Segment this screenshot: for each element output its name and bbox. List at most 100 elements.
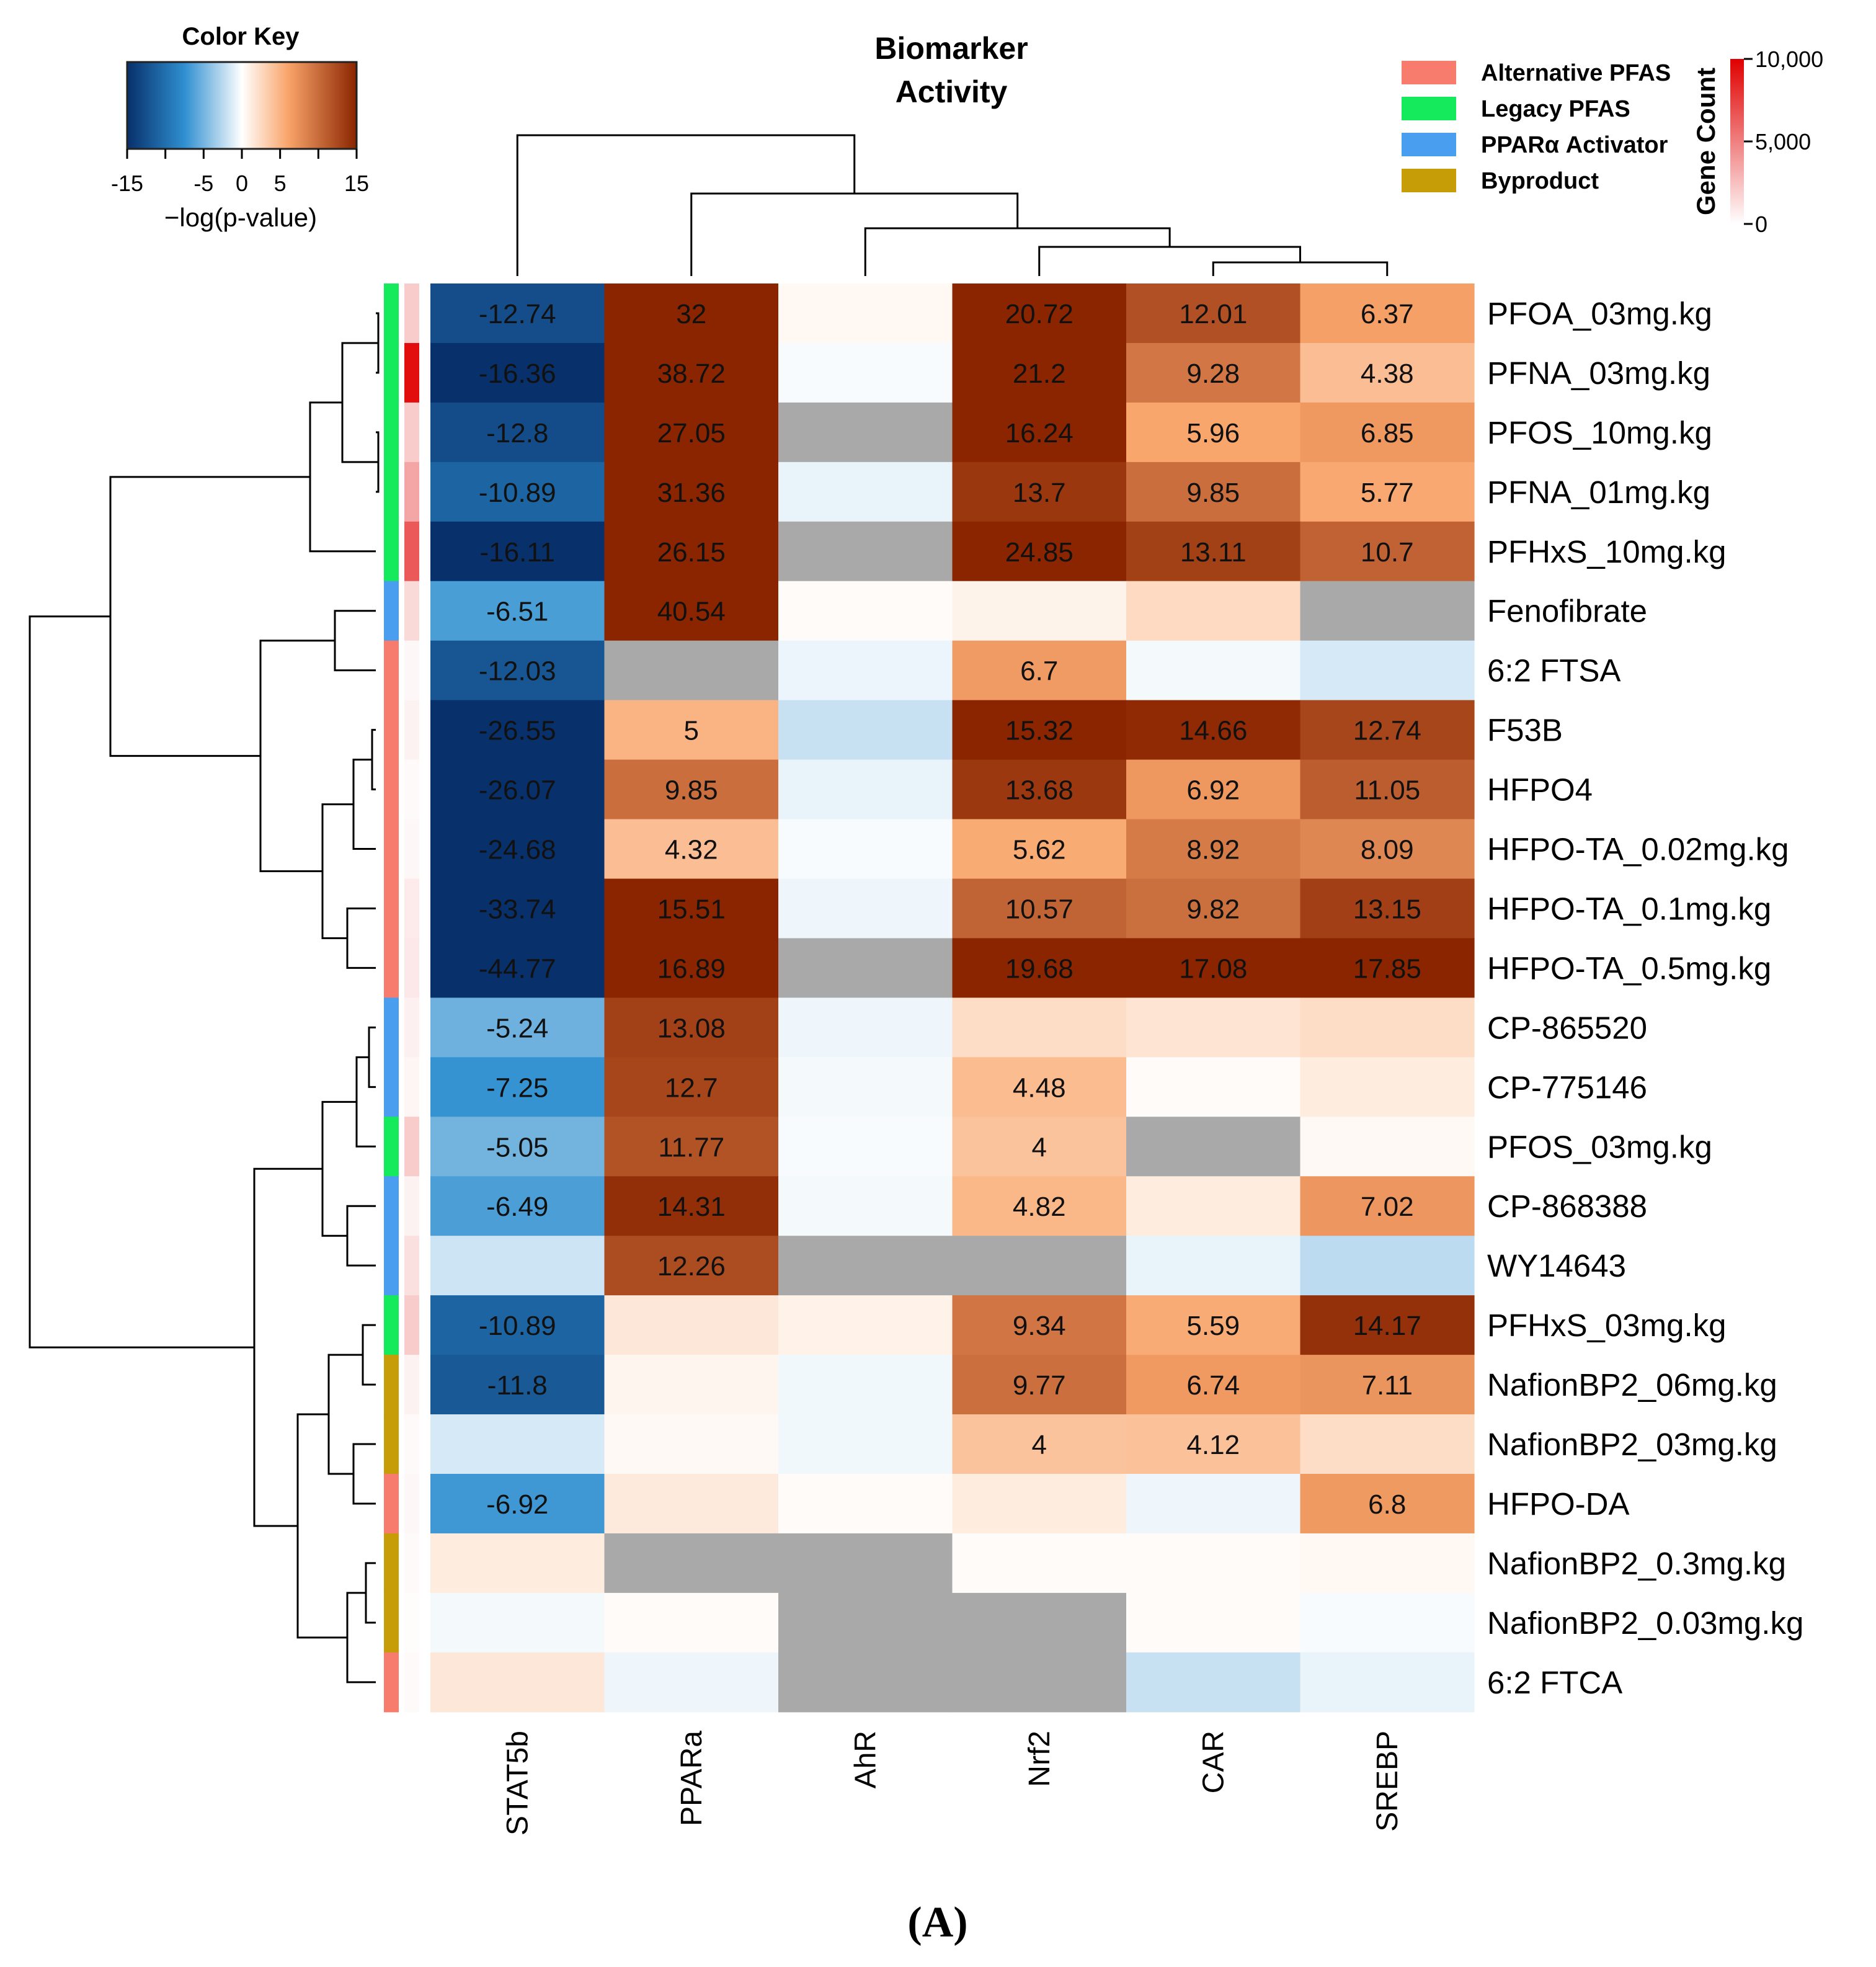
- heatmap-cell-label: 5.62: [1013, 835, 1066, 865]
- row-dendrogram-branch: [259, 640, 335, 873]
- heatmap-cell: [952, 1652, 1127, 1713]
- gene-count-cell: [404, 640, 419, 701]
- group-color-cell: [384, 402, 399, 463]
- heatmap-cell-label: -6.51: [486, 597, 548, 627]
- heatmap-cell: [1126, 819, 1301, 880]
- heatmap-cell: [604, 1295, 779, 1355]
- heatmap-cell-label: -16.36: [479, 359, 556, 389]
- heatmap-cell-label: -16.11: [480, 537, 556, 568]
- heatmap-cell: [430, 640, 605, 701]
- heatmap-cell-label: 13.7: [1013, 478, 1066, 508]
- row-dendrogram-branch: [368, 1026, 376, 1088]
- column-label: Nrf2: [1023, 1731, 1056, 1787]
- column-dendrogram: [516, 134, 1389, 276]
- heatmap-cell-label: -26.55: [479, 716, 556, 746]
- heatmap-cell: [604, 283, 779, 344]
- heatmap-cell: [1300, 402, 1475, 463]
- row-label: PFOS_10mg.kg: [1487, 415, 1712, 450]
- heatmap-cell-label: 15.51: [657, 894, 726, 924]
- gene-count-cell: [404, 819, 419, 880]
- heatmap-cell-label: 9.85: [1186, 478, 1240, 508]
- group-color-cell: [384, 1295, 399, 1355]
- heatmap-cell-label: 12.7: [665, 1073, 718, 1103]
- heatmap-cell-label: 6.37: [1361, 299, 1414, 329]
- heatmap-cell: [604, 1533, 779, 1594]
- gene-count-cell: [404, 1176, 419, 1236]
- row-dendrogram-branch: [365, 1562, 376, 1624]
- gene-count-key-title: Gene Count: [1691, 68, 1720, 215]
- heatmap-cell-label: 6.92: [1186, 775, 1240, 806]
- heatmap-cell: [604, 1057, 779, 1117]
- heatmap-cell: [778, 1592, 953, 1653]
- heatmap-cell: [430, 402, 605, 463]
- heatmap-cell: [1300, 1117, 1475, 1177]
- legend-swatch: [1402, 61, 1456, 84]
- heatmap-cell: [430, 521, 605, 582]
- heatmap-cell: [1300, 997, 1475, 1058]
- heatmap-cell: [604, 700, 779, 760]
- row-labels: PFOA_03mg.kg PFNA_03mg.kg PFOS_10mg.kg PFNA…: [1487, 296, 1803, 1700]
- color-key-tick-label: 15: [344, 171, 369, 196]
- heatmap-cell-label: 32: [676, 299, 706, 329]
- heatmap-cell: [430, 1295, 605, 1355]
- group-color-cell: [384, 640, 399, 701]
- row-label: CP-868388: [1487, 1189, 1647, 1224]
- column-dendrogram-branch: [516, 134, 856, 276]
- group-color-cell: [384, 878, 399, 939]
- heatmap-cell-label: 15.32: [1005, 716, 1074, 746]
- heatmap-cell: [1300, 1236, 1475, 1296]
- heatmap-cell-label: -26.07: [479, 775, 556, 806]
- heatmap-cell-label: 5.77: [1361, 478, 1414, 508]
- heatmap-cell-label: 12.26: [657, 1251, 726, 1282]
- color-key-axis-label: −log(p-value): [164, 203, 317, 232]
- column-label: AhR: [849, 1731, 882, 1788]
- heatmap-cell-label: -5.05: [486, 1132, 548, 1162]
- row-dendrogram-branch: [371, 729, 376, 791]
- heatmap-cell-label: 14.66: [1179, 716, 1247, 746]
- heatmap-cell-label: 10.7: [1361, 537, 1414, 568]
- heatmap-cell: [1300, 1414, 1475, 1474]
- row-dendrogram-branch: [334, 610, 376, 672]
- heatmap-cell: [604, 1355, 779, 1415]
- gene-count-cell: [404, 1592, 419, 1653]
- row-label: Fenofibrate: [1487, 594, 1647, 629]
- heatmap-cell-label: 9.34: [1013, 1311, 1066, 1341]
- heatmap-cell-label: -5.24: [486, 1013, 548, 1043]
- color-key-tick-label: 5: [274, 171, 287, 196]
- group-color-cell: [384, 1414, 399, 1474]
- heatmap-cell-label: 4: [1032, 1132, 1047, 1162]
- gene-count-cell: [404, 1355, 419, 1415]
- row-label: F53B: [1487, 713, 1563, 748]
- heatmap-cell-label: 5: [684, 716, 699, 746]
- heatmap-cell: [430, 1117, 605, 1177]
- heatmap-cell: [430, 1414, 605, 1474]
- column-label: CAR: [1197, 1731, 1230, 1793]
- heatmap-cell: [952, 283, 1127, 344]
- heatmap-cell: [1300, 640, 1475, 701]
- row-dendrogram-branch: [346, 1205, 376, 1267]
- row-dendrogram-branch: [321, 803, 353, 939]
- heatmap-cell: [604, 759, 779, 820]
- heatmap-cell: [1126, 521, 1301, 582]
- row-label: PFNA_01mg.kg: [1487, 475, 1710, 510]
- legend-swatch: [1402, 97, 1456, 120]
- heatmap-cell-label: 13.15: [1353, 894, 1421, 924]
- heatmap-cell: [1300, 1176, 1475, 1236]
- heatmap-cell: [604, 938, 779, 998]
- heatmap-cell: [1300, 283, 1475, 344]
- heatmap-cell: [604, 581, 779, 641]
- heatmap-cell: [430, 819, 605, 880]
- heatmap-cell-label: 19.68: [1005, 953, 1074, 984]
- heatmap-cell: [1300, 1533, 1475, 1594]
- heatmap-cell-label: 16.89: [657, 953, 726, 984]
- heatmap-cell: [1300, 342, 1475, 403]
- heatmap-cell-label: 31.36: [657, 478, 726, 508]
- heatmap-cell: [1126, 1176, 1301, 1236]
- row-label: PFNA_03mg.kg: [1487, 355, 1710, 391]
- row-dendrogram-branch: [341, 342, 378, 463]
- heatmap-cell: [430, 700, 605, 760]
- heatmap-cell: [778, 1236, 953, 1296]
- heatmap-cell-label: -24.68: [479, 835, 556, 865]
- heatmap-cell: [952, 640, 1127, 701]
- gene-count-cell: [404, 1236, 419, 1296]
